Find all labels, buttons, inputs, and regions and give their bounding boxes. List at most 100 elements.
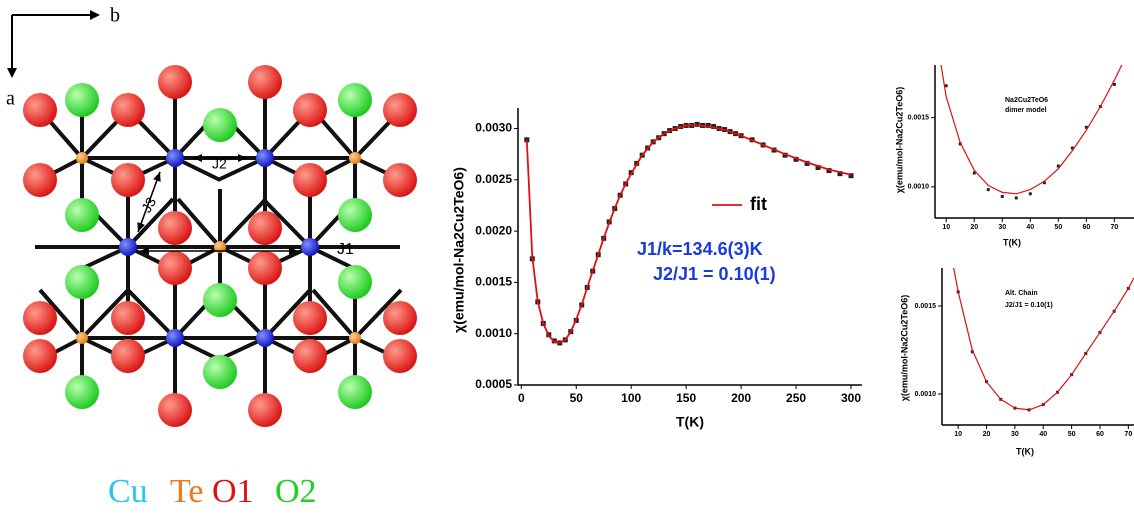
coupling-arrow (137, 171, 161, 233)
cu-atom (166, 149, 184, 167)
data-point (1112, 82, 1116, 86)
o1-atom (111, 163, 145, 197)
y-axis-label: χ(emu/mol-Na2Cu2TeO6) (451, 167, 467, 333)
legend-cu: Cu (108, 473, 148, 510)
x-tick-label: 60 (1082, 224, 1090, 231)
x-tick-label: 0 (518, 391, 525, 405)
o1-atom (383, 93, 417, 127)
x-tick-label: 60 (1096, 431, 1104, 438)
o1-atom (158, 211, 192, 245)
axis-label: a (6, 88, 15, 110)
o2-atom (338, 375, 372, 409)
arrow-head (238, 154, 247, 162)
o1-atom (383, 301, 417, 335)
fit-line (940, 65, 1123, 195)
crystal-structure: b a J2 J3 J1 (6, 5, 417, 427)
bond (311, 288, 357, 340)
bond (126, 197, 175, 249)
x-tick-label: 150 (676, 391, 696, 405)
o2-atom (65, 375, 99, 409)
y-tick-label: 0.0030 (475, 121, 512, 135)
x-axis-label: T(K) (1003, 237, 1021, 247)
te-atom (76, 332, 88, 344)
data-point (1028, 192, 1032, 196)
annotation: dimer model (1005, 107, 1047, 114)
x-tick-label: 70 (1124, 431, 1132, 438)
data-point (826, 168, 832, 174)
coupling-label: J1 (337, 241, 354, 258)
y-tick-label: 0.0010 (475, 326, 512, 340)
data-point (958, 142, 962, 146)
te-atom (214, 241, 226, 253)
data-point (804, 160, 810, 166)
arrow-head (90, 10, 100, 20)
x-tick-label: 20 (983, 431, 991, 438)
data-point (1000, 195, 1004, 199)
o2-atom (338, 83, 372, 117)
y-tick-label: 0.0025 (475, 172, 512, 186)
x-tick-label: 20 (970, 224, 978, 231)
cu-atom (119, 238, 137, 256)
data-point (815, 165, 821, 171)
x-tick-label: 40 (1039, 431, 1047, 438)
x-tick-label: 30 (998, 224, 1006, 231)
y-axis-label: χ(emu/mol-Na2Cu2TeO6) (894, 87, 904, 194)
annotation: J2/J1 = 0.10(1) (653, 264, 776, 284)
arrow-head (140, 247, 149, 255)
o1-atom (23, 339, 57, 373)
o2-atom (65, 265, 99, 299)
cu-atom (166, 329, 184, 347)
te-atom (76, 152, 88, 164)
bond (218, 197, 268, 249)
arrow-head (137, 222, 145, 232)
legend-label: fit (750, 194, 767, 214)
data-point (1070, 146, 1074, 150)
x-axis-label: T(K) (1016, 446, 1034, 456)
o1-atom (248, 393, 282, 427)
y-axis-label: χ(emu/mol-Na2Cu2TeO6) (899, 295, 909, 402)
o1-atom (248, 251, 282, 285)
bond (126, 288, 177, 340)
x-tick-label: 200 (731, 391, 751, 405)
o1-atom (23, 301, 57, 335)
bond (263, 288, 312, 340)
data-point (711, 123, 717, 129)
legend-o2: O2 (275, 473, 317, 510)
data-point (694, 121, 700, 127)
cu-atom (301, 238, 319, 256)
annotation: J1/k=134.6(3)K (637, 239, 763, 259)
chart: 10 20 30 40 50 60 70 0.0010 0.0015 T(K) χ(emu/mol-… (899, 268, 1134, 456)
o1-atom (23, 163, 57, 197)
o1-atom (293, 339, 327, 373)
o1-atom (293, 163, 327, 197)
o1-atom (158, 65, 192, 99)
bond (261, 197, 312, 249)
o1-atom (158, 251, 192, 285)
y-tick-label: 0.0010 (915, 391, 937, 398)
te-atom (349, 332, 361, 344)
te-atom (349, 152, 361, 164)
chart: 10 20 30 40 50 60 70 0.0010 0.0015 T(K) χ(emu/mol-… (894, 65, 1134, 247)
bond (353, 288, 403, 340)
data-point (972, 171, 976, 175)
o1-atom (248, 65, 282, 99)
y-tick-label: 0.0015 (908, 114, 930, 121)
data-point (793, 156, 799, 162)
o1-atom (383, 339, 417, 373)
annotation: J2/J1 = 0.10(1) (1005, 302, 1053, 309)
bond (176, 197, 222, 249)
x-tick-label: 40 (1026, 224, 1034, 231)
o1-atom (111, 339, 145, 373)
o1-atom (293, 93, 327, 127)
annotation: Na2Cu2TeO6 (1005, 97, 1048, 104)
o1-atom (111, 93, 145, 127)
data-point (1084, 125, 1088, 129)
x-tick-label: 30 (1011, 431, 1019, 438)
data-point (986, 188, 990, 192)
x-tick-label: 300 (841, 391, 861, 405)
data-point (1056, 164, 1060, 168)
fit-line (953, 268, 1134, 411)
x-tick-label: 10 (954, 431, 962, 438)
fit-line (525, 124, 852, 344)
